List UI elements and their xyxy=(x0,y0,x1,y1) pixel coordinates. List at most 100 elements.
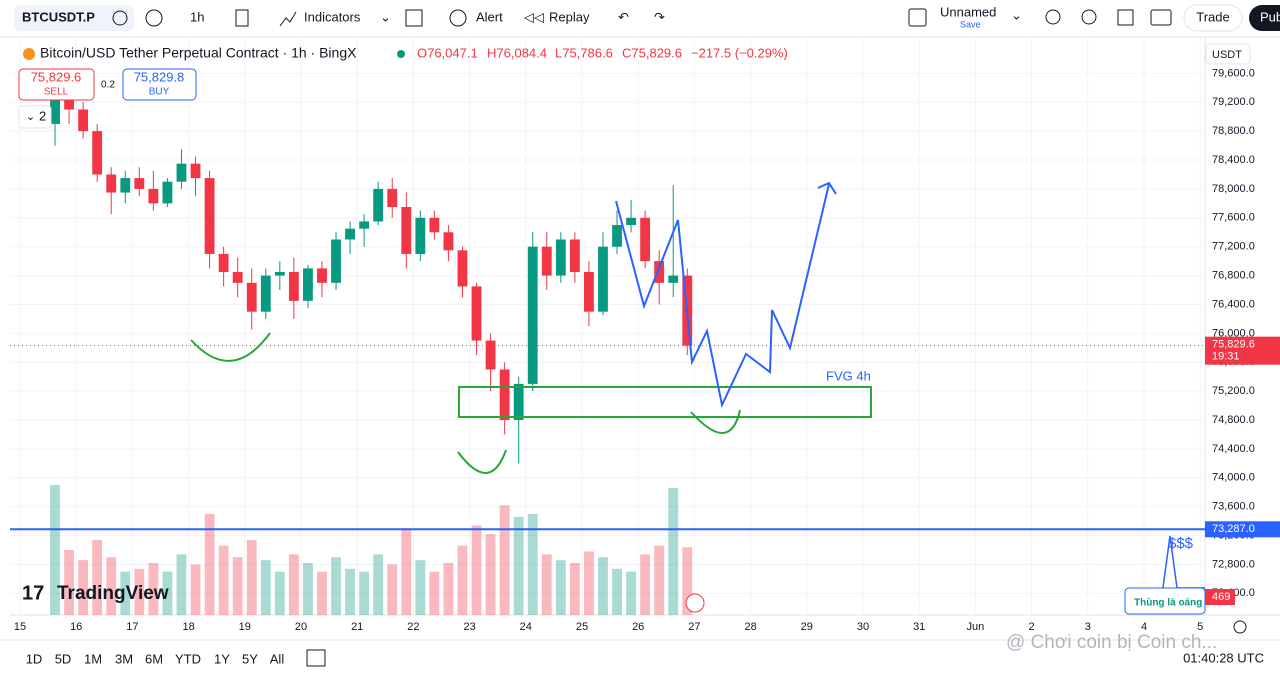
legend-title: Bitcoin/USD Tether Perpetual Contract · … xyxy=(40,45,357,61)
y-tick-label: 76,000.0 xyxy=(1212,327,1255,339)
dropdown[interactable]: ⌄ xyxy=(380,9,391,24)
volume-bar xyxy=(654,545,665,615)
countdown: 19:31 xyxy=(1212,351,1240,363)
replay[interactable]: Replay xyxy=(549,9,590,24)
range-button[interactable]: 1D xyxy=(26,651,43,666)
candle-body xyxy=(541,246,552,276)
x-tick-label: Jun xyxy=(967,621,985,633)
alert[interactable]: Alert xyxy=(476,9,503,24)
interval[interactable]: 1h xyxy=(190,9,204,24)
camera-icon[interactable] xyxy=(1150,9,1172,26)
indicators[interactable]: Indicators xyxy=(304,9,361,24)
x-tick-label: 4 xyxy=(1141,621,1147,633)
volume-bar xyxy=(204,513,215,615)
range-button[interactable]: 1Y xyxy=(214,651,230,666)
indicator-count[interactable]: 2 xyxy=(39,108,46,123)
fullscreen-icon[interactable] xyxy=(1117,9,1134,26)
sell-price[interactable]: 75,829.6 xyxy=(31,69,82,84)
indicator-toggle[interactable] xyxy=(18,105,52,129)
x-tick-label: 25 xyxy=(576,621,588,633)
currency[interactable]: USDT xyxy=(1212,49,1242,61)
candle-body xyxy=(260,275,271,312)
range-button[interactable]: 3M xyxy=(115,651,133,666)
volume-bar xyxy=(457,545,468,615)
range-button[interactable]: YTD xyxy=(175,651,201,666)
symbol[interactable]: BTCUSDT.P xyxy=(22,9,95,24)
volume-bar xyxy=(682,547,693,615)
currency-box[interactable] xyxy=(1205,43,1251,65)
candle-body xyxy=(373,188,384,222)
x-tick-label: 31 xyxy=(913,621,925,633)
volume-bar xyxy=(274,571,285,615)
chevron[interactable]: ⌄ xyxy=(26,111,35,123)
checkbox[interactable] xyxy=(908,8,927,27)
drawing-curve xyxy=(690,409,741,434)
add-icon[interactable] xyxy=(145,9,163,27)
y-tick-label: 79,600.0 xyxy=(1212,67,1255,79)
range-button[interactable]: 5D xyxy=(55,651,72,666)
x-tick-label: 22 xyxy=(407,621,419,633)
icon[interactable] xyxy=(1045,9,1061,25)
calendar-icon[interactable] xyxy=(306,649,326,667)
range-button[interactable]: All xyxy=(270,651,285,666)
save[interactable]: Save xyxy=(960,19,981,29)
range-button[interactable]: 1M xyxy=(84,651,102,666)
icon[interactable] xyxy=(1081,9,1097,25)
y-tick-label: 72,800.0 xyxy=(1212,558,1255,570)
volume-bar xyxy=(598,557,608,615)
volume-bar xyxy=(260,560,271,615)
x-tick-label: 3 xyxy=(1085,621,1091,633)
volume-bar xyxy=(541,554,552,615)
x-tick-label: 19 xyxy=(239,621,251,633)
candle-body xyxy=(190,163,201,179)
candle-body xyxy=(612,225,622,247)
volume-bar xyxy=(626,571,636,615)
trade[interactable]: Trade xyxy=(1196,9,1229,24)
volume-bar xyxy=(668,487,679,615)
x-tick-label: 26 xyxy=(632,621,644,633)
trade-button[interactable] xyxy=(1183,4,1243,32)
buy-price[interactable]: 75,829.8 xyxy=(134,69,185,84)
symbol-box[interactable] xyxy=(14,5,134,31)
drawing-curve xyxy=(457,449,507,474)
icon xyxy=(112,10,128,26)
logo: TradingView xyxy=(57,583,169,604)
settings-icon[interactable] xyxy=(1233,620,1247,634)
range-button[interactable]: 5Y xyxy=(242,651,258,666)
candle-body xyxy=(457,250,468,287)
range-button[interactable]: 6M xyxy=(145,651,163,666)
volume-label: 469 xyxy=(1212,591,1230,603)
candle-body xyxy=(246,282,257,312)
redo[interactable]: ↷ xyxy=(654,9,665,24)
event-icon[interactable] xyxy=(685,593,705,613)
x-tick-label: 21 xyxy=(351,621,363,633)
candle-body xyxy=(303,268,313,301)
note: Thùng là oảng xyxy=(1134,598,1202,609)
x-tick-label: 24 xyxy=(520,621,532,633)
volume-bar xyxy=(134,568,145,615)
spread: 0.2 xyxy=(101,80,115,91)
y-tick-label: 77,600.0 xyxy=(1212,212,1255,224)
volume-bar xyxy=(401,528,412,615)
volume-bar xyxy=(92,539,103,615)
hline-tag xyxy=(1205,521,1280,538)
dropdown[interactable]: ⌄ xyxy=(1011,7,1022,22)
y-tick-label: 74,800.0 xyxy=(1212,414,1255,426)
buy[interactable]: BUY xyxy=(149,87,170,98)
buy-button[interactable] xyxy=(122,68,197,101)
sell[interactable]: SELL xyxy=(44,87,69,98)
undo[interactable]: ↶ xyxy=(618,9,629,24)
clock: 01:40:28 UTC xyxy=(1183,650,1264,665)
y-tick-label: 78,000.0 xyxy=(1212,183,1255,195)
publish[interactable]: Pub xyxy=(1260,9,1280,24)
y-tick-label: 77,200.0 xyxy=(1212,241,1255,253)
layout-name[interactable]: Unnamed xyxy=(940,4,996,19)
sell-button[interactable] xyxy=(18,68,95,101)
range-bar: 1D 5D 1M 3M 6M YTD 1Y 5Y All xyxy=(26,651,285,666)
publish-button[interactable] xyxy=(1249,5,1280,31)
layout-icon[interactable] xyxy=(405,9,423,27)
drawing-curve xyxy=(190,332,271,362)
volume-tag xyxy=(1205,589,1235,605)
plot: 72,400.072,800.073,200.073,600.074,000.0… xyxy=(10,38,1280,633)
candle-icon[interactable] xyxy=(235,9,249,27)
